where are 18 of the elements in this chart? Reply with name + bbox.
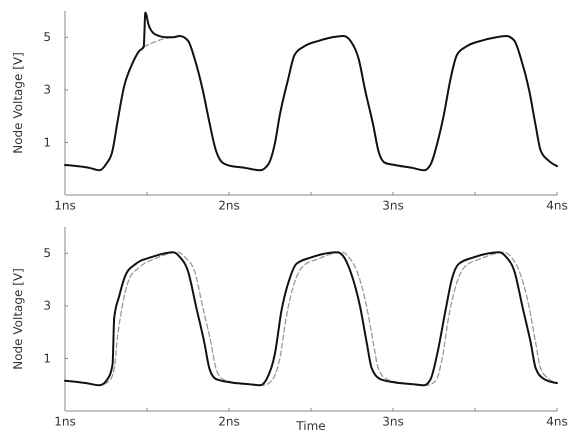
x-tick-label: 3ns [382, 198, 404, 213]
line-series [64, 12, 558, 172]
x-tick-label: 2ns [218, 414, 240, 429]
y-tick-label: 1 [43, 135, 51, 150]
x-tick-label: 1ns [54, 414, 76, 429]
y-axis-title: Node Voltage [V] [11, 52, 25, 154]
y-tick-label: 1 [43, 351, 51, 366]
x-tick-label: 2ns [218, 198, 240, 213]
y-axis-title: Node Voltage [V] [11, 268, 25, 370]
y-tick-label: 3 [43, 82, 51, 97]
y-tick-label: 5 [43, 30, 51, 44]
y-tick-label: 3 [43, 298, 51, 313]
x-tick-label: 4ns [546, 414, 568, 429]
x-tick-label: 3ns [382, 414, 404, 429]
x-axis-title: Time [295, 419, 326, 432]
x-tick-label: 1ns [54, 198, 76, 213]
x-tick-label: 4ns [546, 198, 568, 213]
y-tick-label: 5 [43, 246, 51, 260]
